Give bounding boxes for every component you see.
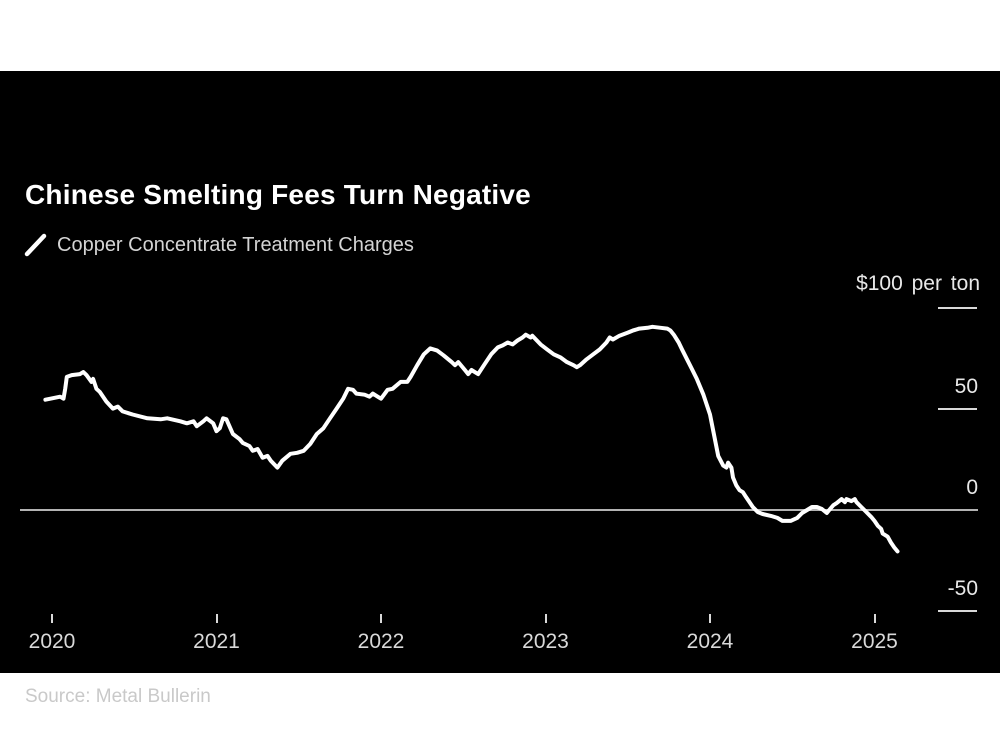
legend: Copper Concentrate Treatment Charges	[24, 232, 414, 258]
y-tick-dash	[938, 610, 977, 612]
source-note: Source: Metal Bullerin	[25, 686, 211, 707]
x-tick-mark	[380, 614, 382, 623]
x-tick-label: 2025	[851, 630, 898, 653]
x-tick-label: 2023	[522, 630, 569, 653]
x-tick-mark	[544, 614, 547, 623]
x-tick-label: 2024	[686, 630, 734, 653]
x-tick-mark	[709, 614, 711, 623]
y-tick-dash	[938, 307, 977, 309]
chart-panel: Chinese Smelting Fees Turn Negative Copp…	[0, 71, 1000, 707]
legend-series-label: Copper Concentrate Treatment Charges	[57, 233, 414, 256]
series-line-marker-icon	[24, 233, 47, 257]
y-tick-label: -50	[947, 577, 978, 600]
x-tick-label: 2020	[28, 630, 76, 653]
x-tick-label: 2021	[193, 630, 240, 653]
x-tick-label: 2022	[357, 630, 405, 653]
y-tick-label: 50	[954, 375, 978, 398]
y-tick-dash	[938, 408, 977, 410]
y-axis-unit-label: $100 per ton	[856, 272, 980, 295]
bloomberg-logo: Bloomberg	[848, 681, 970, 707]
chart-title: Chinese Smelting Fees Turn Negative	[25, 179, 531, 210]
zero-baseline	[20, 509, 978, 511]
x-tick-mark	[873, 614, 876, 623]
y-tick-label: 0	[966, 476, 978, 499]
x-tick-mark	[215, 614, 218, 623]
x-tick-mark	[51, 614, 53, 623]
